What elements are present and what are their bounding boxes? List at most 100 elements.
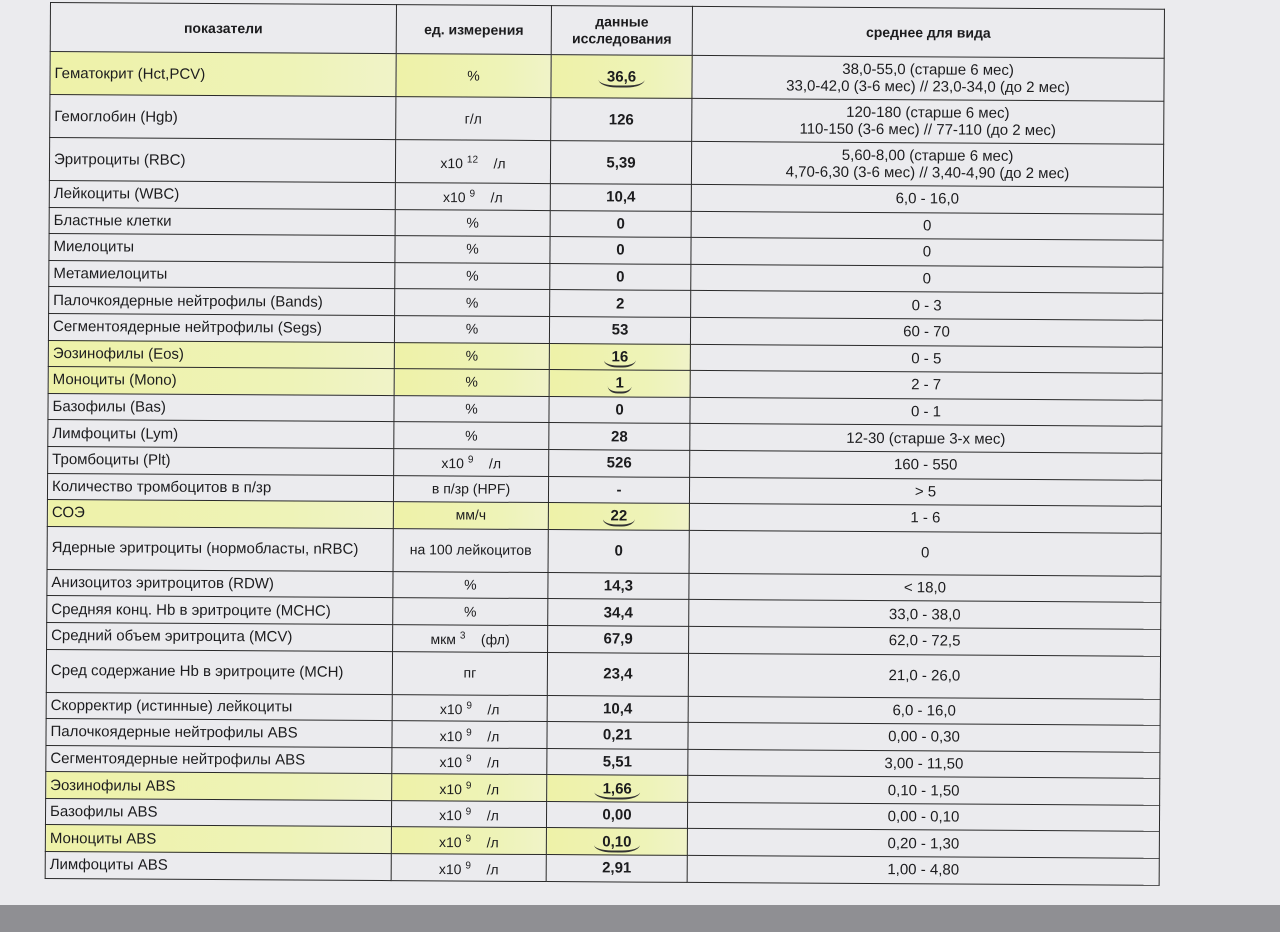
- unit-text: %: [465, 400, 478, 417]
- reference-cell: 1,00 - 4,80: [687, 855, 1160, 885]
- result-value: 0: [616, 268, 625, 286]
- reference-range: 160 - 550: [893, 456, 958, 474]
- reference-cell: 21,0 - 26,0: [688, 652, 1161, 699]
- table-header: показатели ед. измерения данные исследов…: [50, 2, 1165, 59]
- unit-text: %: [464, 603, 477, 620]
- unit-exponent: 9: [465, 833, 472, 845]
- parameter-name: Моноциты ABS: [45, 824, 392, 854]
- result-value: 1,66: [594, 779, 640, 800]
- result-cell: 5,51: [546, 748, 688, 776]
- reference-range: 0,00 - 0,10: [887, 808, 960, 826]
- header-unit: ед. измерения: [396, 4, 552, 55]
- result-value: 0: [615, 401, 624, 419]
- result-value: 0,10: [594, 833, 640, 853]
- result-cell: 23,4: [547, 652, 689, 696]
- reference-cell: 2 - 7: [690, 370, 1163, 401]
- result-cell: 0: [548, 529, 690, 574]
- parameter-name: Базофилы ABS: [45, 798, 392, 828]
- unit-text: %: [467, 67, 480, 84]
- parameter-name: Средний объем эритроцита (MCV): [46, 622, 393, 652]
- unit-text: на 100 лейкоцитов: [409, 541, 532, 559]
- reference-range: 1 - 6: [910, 509, 941, 527]
- reference-cell: 0 - 1: [689, 397, 1163, 427]
- reference-range: 0 - 5: [911, 350, 942, 368]
- unit-cell: г/л: [395, 96, 551, 141]
- reference-cell: 0,10 - 1,50: [687, 775, 1160, 806]
- reference-cell: 62,0 - 72,5: [688, 626, 1161, 656]
- unit-text: %: [465, 373, 478, 391]
- result-value: 0,21: [602, 726, 633, 744]
- parameter-name: Миелоциты: [48, 233, 396, 263]
- unit-cell: x10 9 /л: [391, 827, 547, 855]
- parameter-name: Средняя конц. Hb в эритроците (MCHC): [46, 595, 393, 625]
- result-cell: 5,39: [550, 140, 692, 185]
- paper-sheet: [0, 0, 1280, 905]
- reference-range: 12-30 (старше 3-х мес): [846, 429, 1006, 448]
- unit-text: x10: [440, 154, 464, 171]
- result-value: 0: [616, 241, 625, 259]
- reference-range: 60 - 70: [903, 323, 950, 341]
- reference-range: 0: [920, 544, 930, 562]
- reference-range: 6,0 - 16,0: [892, 701, 956, 720]
- unit-text: мм/ч: [455, 506, 487, 524]
- unit-suffix: /л: [486, 807, 499, 824]
- lab-results-table: показатели ед. измерения данные исследов…: [45, 2, 1165, 885]
- reference-range-secondary: 4,70-6,30 (3-6 мес) // 3,40-4,90 (до 2 м…: [785, 163, 1070, 183]
- parameter-name: Сегментоядерные нейтрофилы ABS: [45, 745, 392, 774]
- unit-cell: x10 9 /л: [391, 747, 547, 775]
- result-value: 0,00: [602, 806, 632, 824]
- result-cell: 67,9: [547, 625, 689, 653]
- result-value: 1: [607, 374, 632, 395]
- reference-range: 6,0 - 16,0: [895, 190, 960, 208]
- unit-cell: мкм 3 (фл): [392, 624, 548, 653]
- parameter-name: Ядерные эритроциты (нормобласты, nRBC): [47, 526, 394, 572]
- unit-exponent: 9: [469, 189, 476, 201]
- background-surface: [0, 905, 1280, 932]
- unit-exponent: 9: [465, 806, 472, 818]
- unit-exponent: 9: [466, 727, 472, 739]
- reference-range: 0 - 3: [911, 296, 942, 315]
- reference-cell: 0,00 - 0,30: [687, 722, 1161, 752]
- unit-text: x10: [438, 860, 462, 877]
- unit-cell: %: [393, 421, 549, 450]
- result-value: 10,4: [606, 188, 636, 206]
- result-value: 67,9: [603, 630, 633, 648]
- reference-cell: 0 - 5: [690, 343, 1163, 374]
- unit-cell: пг: [392, 651, 548, 696]
- unit-cell: x10 9 /л: [391, 720, 548, 749]
- unit-exponent: 9: [467, 454, 474, 467]
- reference-range: 62,0 - 72,5: [888, 632, 961, 650]
- header-parameter: показатели: [50, 2, 397, 54]
- result-cell: -: [548, 476, 690, 504]
- unit-text: %: [466, 241, 479, 258]
- result-cell: 2,91: [546, 854, 688, 883]
- unit-exponent: 3: [459, 630, 466, 642]
- reference-range: < 18,0: [903, 579, 947, 597]
- unit-text: %: [465, 427, 478, 444]
- result-value: 23,4: [603, 665, 633, 683]
- result-cell: 34,4: [547, 598, 689, 627]
- unit-suffix: /л: [486, 781, 500, 798]
- parameter-name: СОЭ: [47, 499, 394, 529]
- table-row: Гематокрит (Hct,PCV)% 36,6 38,0-55,0 (стар…: [49, 51, 1165, 102]
- unit-exponent: 9: [466, 700, 472, 712]
- reference-range: 1,00 - 4,80: [887, 861, 960, 879]
- unit-text: x10: [439, 807, 462, 824]
- unit-suffix: /л: [486, 834, 499, 851]
- reference-cell: 0,20 - 1,30: [687, 828, 1160, 859]
- unit-text: x10: [439, 780, 462, 797]
- reference-cell: 0,00 - 0,10: [687, 802, 1160, 832]
- parameter-name: Палочкоядерные нейтрофилы ABS: [45, 718, 393, 748]
- reference-cell: > 5: [689, 476, 1162, 507]
- reference-cell: 0: [691, 211, 1164, 241]
- unit-cell: %: [394, 368, 550, 397]
- unit-cell: %: [395, 53, 552, 98]
- table-row: Гемоглобин (Hgb) г/л 126 120-180 (старше 6 …: [49, 94, 1164, 145]
- result-value: -: [616, 481, 622, 499]
- result-cell: 16: [549, 343, 691, 371]
- reference-range: > 5: [914, 483, 937, 501]
- reference-range-secondary: 33,0-42,0 (3-6 мес) // 23,0-34,0 (до 2 м…: [786, 77, 1070, 97]
- result-cell: 1: [549, 369, 691, 398]
- result-value: 126: [608, 110, 634, 129]
- parameter-name: Эритроциты (RBC): [49, 137, 396, 183]
